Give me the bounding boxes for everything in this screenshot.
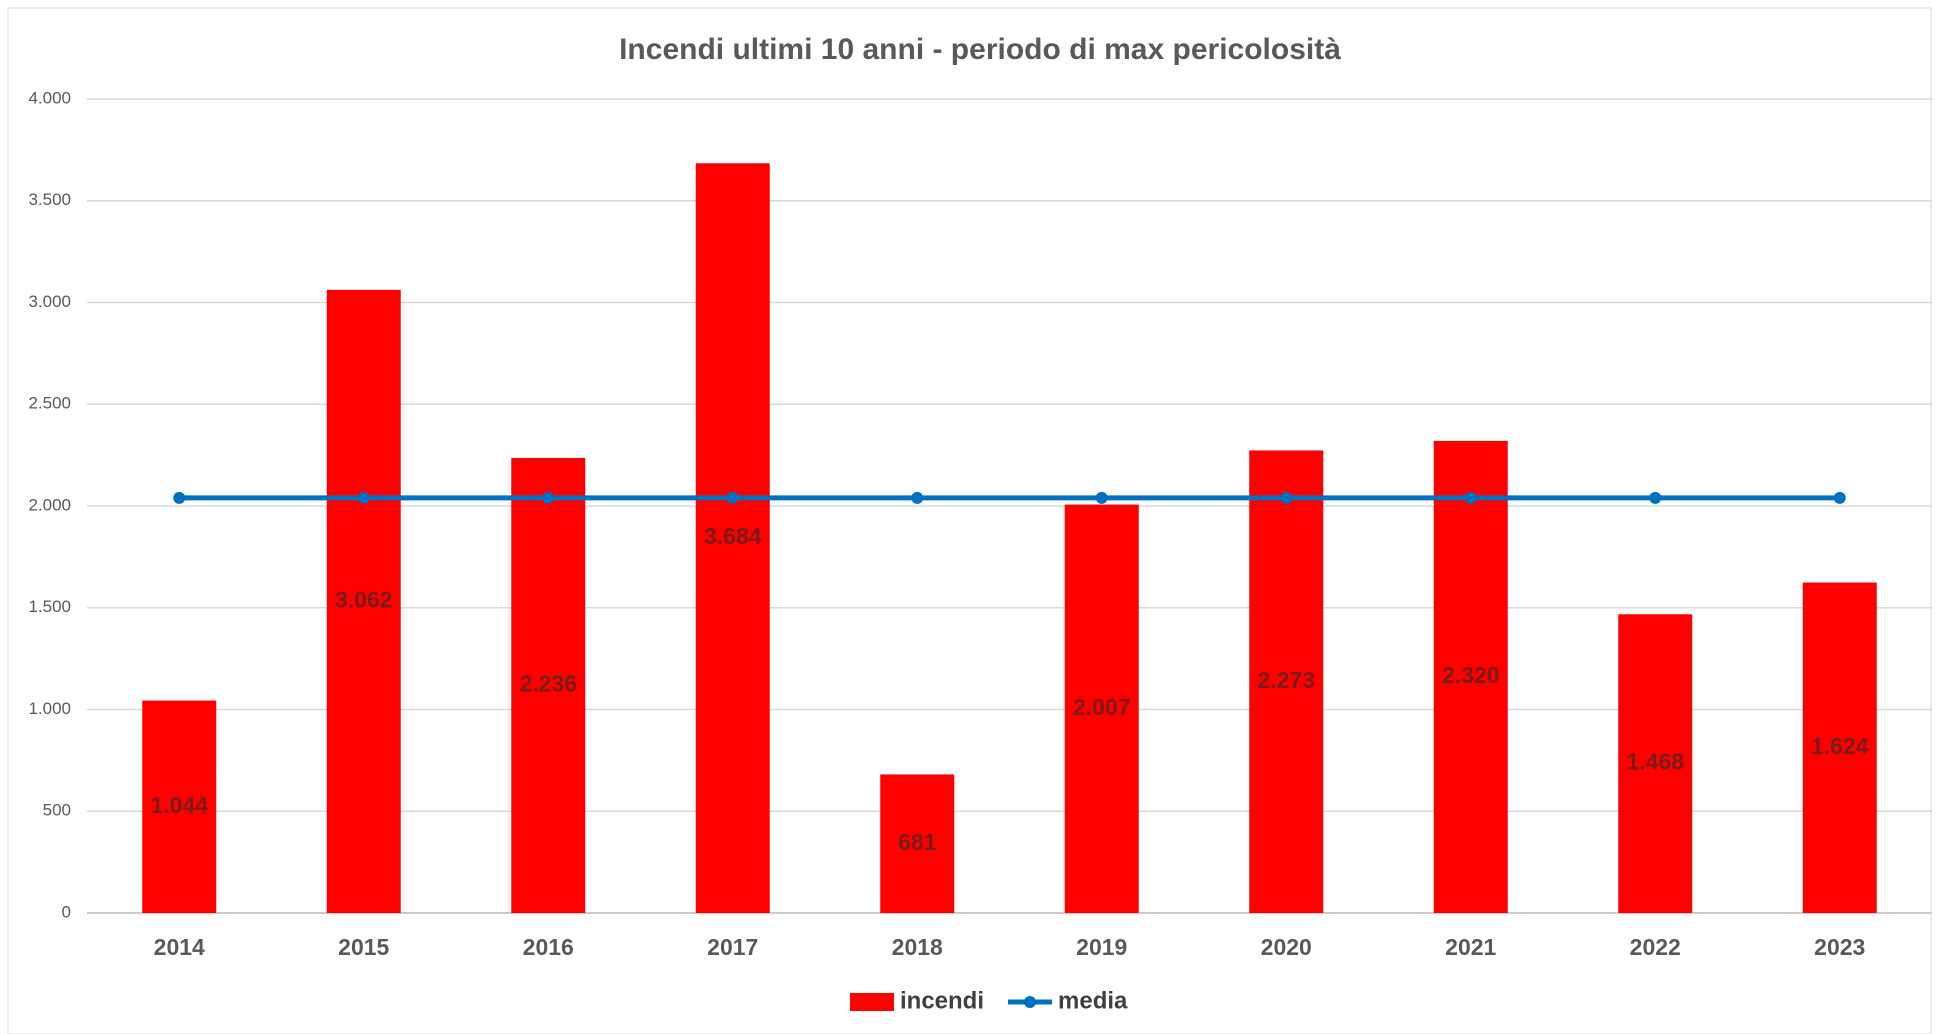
marker bbox=[1095, 491, 1108, 504]
y-tick-label: 3.500 bbox=[28, 190, 71, 209]
marker bbox=[1649, 491, 1662, 504]
data-label: 2.320 bbox=[1442, 662, 1500, 688]
marker bbox=[1464, 491, 1477, 504]
y-tick-label: 1.500 bbox=[28, 597, 71, 616]
x-tick-label: 2019 bbox=[1076, 934, 1127, 960]
x-tick-label: 2023 bbox=[1814, 934, 1865, 960]
y-tick-label: 2.500 bbox=[28, 394, 71, 413]
marker bbox=[1833, 491, 1846, 504]
x-tick-label: 2014 bbox=[154, 934, 205, 960]
x-tick-label: 2022 bbox=[1630, 934, 1681, 960]
marker bbox=[357, 491, 370, 504]
marker bbox=[726, 491, 739, 504]
y-tick-label: 0 bbox=[62, 902, 71, 921]
data-label: 3.684 bbox=[704, 523, 762, 549]
legend-label: incendi bbox=[900, 987, 984, 1014]
x-tick-label: 2016 bbox=[523, 934, 574, 960]
data-label: 2.236 bbox=[519, 671, 577, 697]
data-label: 3.062 bbox=[335, 587, 393, 613]
y-tick-label: 500 bbox=[43, 801, 71, 820]
data-label: 1.044 bbox=[150, 792, 208, 818]
bar bbox=[1618, 614, 1693, 913]
data-label: 1.624 bbox=[1811, 733, 1869, 759]
marker bbox=[173, 491, 186, 504]
y-tick-label: 2.000 bbox=[28, 495, 71, 514]
x-tick-label: 2017 bbox=[707, 934, 758, 960]
bar bbox=[326, 289, 401, 913]
y-tick-label: 1.000 bbox=[28, 699, 71, 718]
bar bbox=[1064, 504, 1139, 913]
marker bbox=[1280, 491, 1293, 504]
y-tick-label: 3.000 bbox=[28, 292, 71, 311]
y-tick-label: 4.000 bbox=[28, 88, 71, 107]
x-tick-label: 2018 bbox=[892, 934, 943, 960]
bar bbox=[511, 457, 586, 913]
bar bbox=[880, 774, 955, 913]
legend-label: media bbox=[1058, 987, 1128, 1014]
marker bbox=[911, 491, 924, 504]
bar bbox=[695, 163, 770, 913]
x-tick-label: 2020 bbox=[1261, 934, 1312, 960]
legend-swatch bbox=[850, 993, 894, 1011]
x-tick-label: 2015 bbox=[338, 934, 389, 960]
bar bbox=[1433, 440, 1508, 913]
data-label: 2.007 bbox=[1073, 694, 1131, 720]
chart-title: Incendi ultimi 10 anni - periodo di max … bbox=[619, 33, 1341, 66]
data-label: 681 bbox=[898, 829, 937, 855]
data-label: 2.273 bbox=[1257, 667, 1315, 693]
legend-swatch bbox=[1024, 996, 1037, 1008]
x-tick-label: 2021 bbox=[1445, 934, 1496, 960]
bar bbox=[1802, 582, 1877, 913]
marker bbox=[542, 491, 555, 504]
data-label: 1.468 bbox=[1626, 749, 1684, 775]
bar bbox=[1249, 450, 1324, 913]
bar bbox=[142, 700, 217, 913]
